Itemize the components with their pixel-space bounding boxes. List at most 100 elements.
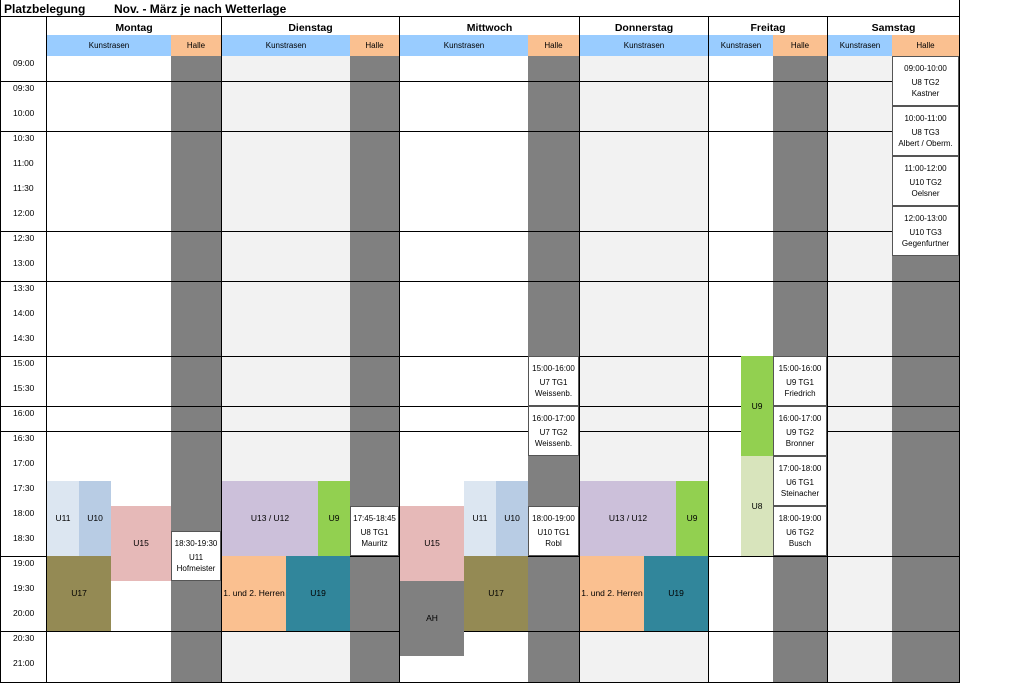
frame-left — [0, 0, 1, 683]
booking-mo-u15[interactable]: U15 — [111, 506, 171, 581]
col-header-fr-kunstrasen: Kunstrasen — [709, 35, 773, 56]
slot-time: 10:00-11:00 — [904, 114, 947, 123]
slot-time: 16:00-17:00 — [532, 414, 575, 423]
slot-team: U10 TG3 — [909, 228, 942, 237]
time-label: 10:00 — [13, 108, 35, 118]
booking-mi-ah[interactable]: AH — [400, 581, 464, 656]
time-label: 15:00 — [13, 358, 35, 368]
sheet-title: Platzbelegung — [4, 2, 86, 16]
booking-mi-u15[interactable]: U15 — [400, 506, 464, 581]
time-label: 10:30 — [13, 133, 35, 143]
slot-time: 18:00-19:00 — [778, 514, 822, 523]
day-header-samstag: Samstag — [871, 22, 916, 34]
booking-di-herren[interactable]: 1. und 2. Herren — [222, 556, 286, 631]
hall-slot-sa-1[interactable]: 09:00-10:00 U8 TG2 Kastner — [892, 56, 959, 106]
hall-slot-fr-2[interactable]: 16:00-17:00 U9 TG2 Bronner — [773, 406, 827, 456]
hall-slot-di[interactable]: 17:45-18:45 U8 TG1 Mauritz — [350, 506, 399, 556]
slot-team: U9 TG2 — [786, 428, 814, 437]
slot-team: U7 TG1 — [539, 378, 568, 387]
booking-fr-u8[interactable]: U8 — [741, 456, 773, 556]
slot-team: U9 TG1 — [786, 378, 814, 387]
slot-team: U8 TG3 — [911, 128, 940, 137]
day-header-mittwoch: Mittwoch — [466, 22, 513, 34]
sheet-subtitle: Nov. - März je nach Wetterlage — [114, 2, 287, 16]
slot-team: U8 TG2 — [911, 78, 940, 87]
frame-right — [959, 0, 960, 683]
slot-coach: Weissenb. — [534, 439, 573, 448]
slot-coach: Kastner — [911, 89, 940, 98]
booking-mo-u17[interactable]: U17 — [47, 556, 111, 631]
hall-slot-fr-1[interactable]: 15:00-16:00 U9 TG1 Friedrich — [773, 356, 827, 406]
hall-slot-sa-3[interactable]: 11:00-12:00 U10 TG2 Oelsner — [892, 156, 959, 206]
slot-time: 11:00-12:00 — [904, 164, 947, 173]
booking-do-u9[interactable]: U9 — [676, 481, 708, 556]
hall-slot-sa-2[interactable]: 10:00-11:00 U8 TG3 Albert / Oberm. — [892, 106, 959, 156]
slot-team: U6 TG2 — [786, 528, 814, 537]
day-divider — [708, 16, 709, 683]
hall-slot-sa-4[interactable]: 12:00-13:00 U10 TG3 Gegenfurtner — [892, 206, 959, 256]
booking-do-herren[interactable]: 1. und 2. Herren — [580, 556, 644, 631]
time-label: 09:00 — [13, 58, 35, 68]
time-label: 20:30 — [13, 633, 35, 643]
time-label: 16:30 — [13, 433, 35, 443]
grid-line-1500 — [0, 356, 959, 357]
slot-time: 17:45-18:45 — [353, 514, 396, 523]
slot-team: U7 TG2 — [539, 428, 568, 437]
col-header-do-kunstrasen: Kunstrasen — [580, 35, 708, 56]
slot-time: 16:00-17:00 — [778, 414, 822, 423]
slot-coach: Bronner — [785, 439, 815, 448]
grid-line-1600 — [0, 406, 959, 407]
slot-time: 12:00-13:00 — [904, 214, 947, 223]
day-divider — [827, 16, 828, 683]
slot-time: 09:00-10:00 — [904, 64, 947, 73]
slot-coach: Weissenb. — [534, 389, 573, 398]
booking-mo-u10[interactable]: U10 — [79, 481, 111, 556]
booking-do-u13-u12[interactable]: U13 / U12 — [580, 481, 676, 556]
title-divider — [0, 16, 959, 17]
time-label: 18:00 — [13, 508, 35, 518]
time-label: 19:30 — [13, 583, 35, 593]
grid-line-0930 — [0, 81, 959, 82]
slot-coach: Gegenfurtner — [901, 239, 950, 248]
slot-coach: Hofmeister — [176, 564, 216, 573]
time-label: 12:30 — [13, 233, 35, 243]
slot-coach: Oelsner — [911, 189, 940, 198]
time-label: 13:00 — [13, 258, 35, 268]
slot-time: 15:00-16:00 — [778, 364, 822, 373]
booking-di-u13-u12[interactable]: U13 / U12 — [222, 481, 318, 556]
booking-mi-u10[interactable]: U10 — [496, 481, 528, 556]
col-header-sa-halle: Halle — [892, 35, 959, 56]
day-header-donnerstag: Donnerstag — [614, 22, 674, 34]
booking-di-u19[interactable]: U19 — [286, 556, 350, 631]
slot-time: 17:00-18:00 — [778, 464, 822, 473]
hall-slot-mi-1[interactable]: 15:00-16:00 U7 TG1 Weissenb. — [528, 356, 579, 406]
hall-column-mo — [171, 56, 221, 682]
grid-line-2030 — [0, 631, 959, 632]
booking-di-u9[interactable]: U9 — [318, 481, 350, 556]
slot-coach: Mauritz — [361, 539, 388, 548]
hall-slot-mo[interactable]: 18:30-19:30 U11 Hofmeister — [171, 531, 221, 581]
hall-slot-fr-4[interactable]: 18:00-19:00 U6 TG2 Busch — [773, 506, 827, 556]
hall-slot-mi-2[interactable]: 16:00-17:00 U7 TG2 Weissenb. — [528, 406, 579, 456]
col-header-mo-halle: Halle — [171, 35, 221, 56]
booking-mi-u17[interactable]: U17 — [464, 556, 528, 631]
booking-do-u19[interactable]: U19 — [644, 556, 708, 631]
col-header-fr-halle: Halle — [773, 35, 827, 56]
booking-mo-u11[interactable]: U11 — [47, 481, 79, 556]
col-header-mi-kunstrasen: Kunstrasen — [400, 35, 528, 56]
hall-slot-fr-3[interactable]: 17:00-18:00 U6 TG1 Steinacher — [773, 456, 827, 506]
grid-line-1230 — [0, 231, 959, 232]
time-label: 12:00 — [13, 208, 35, 218]
time-label: 11:30 — [13, 183, 34, 193]
time-column-divider — [46, 16, 47, 683]
booking-mi-u11[interactable]: U11 — [464, 481, 496, 556]
col-header-di-kunstrasen: Kunstrasen — [222, 35, 350, 56]
day-header-freitag: Freitag — [750, 22, 786, 34]
hall-slot-mi-3[interactable]: 18:00-19:00 U10 TG1 Robl — [528, 506, 579, 556]
slot-coach: Busch — [788, 539, 812, 548]
slot-team: U8 TG1 — [360, 528, 389, 537]
col-header-di-halle: Halle — [350, 35, 399, 56]
day-divider — [221, 16, 222, 683]
booking-fr-u9[interactable]: U9 — [741, 356, 773, 456]
time-label: 17:30 — [13, 483, 35, 493]
